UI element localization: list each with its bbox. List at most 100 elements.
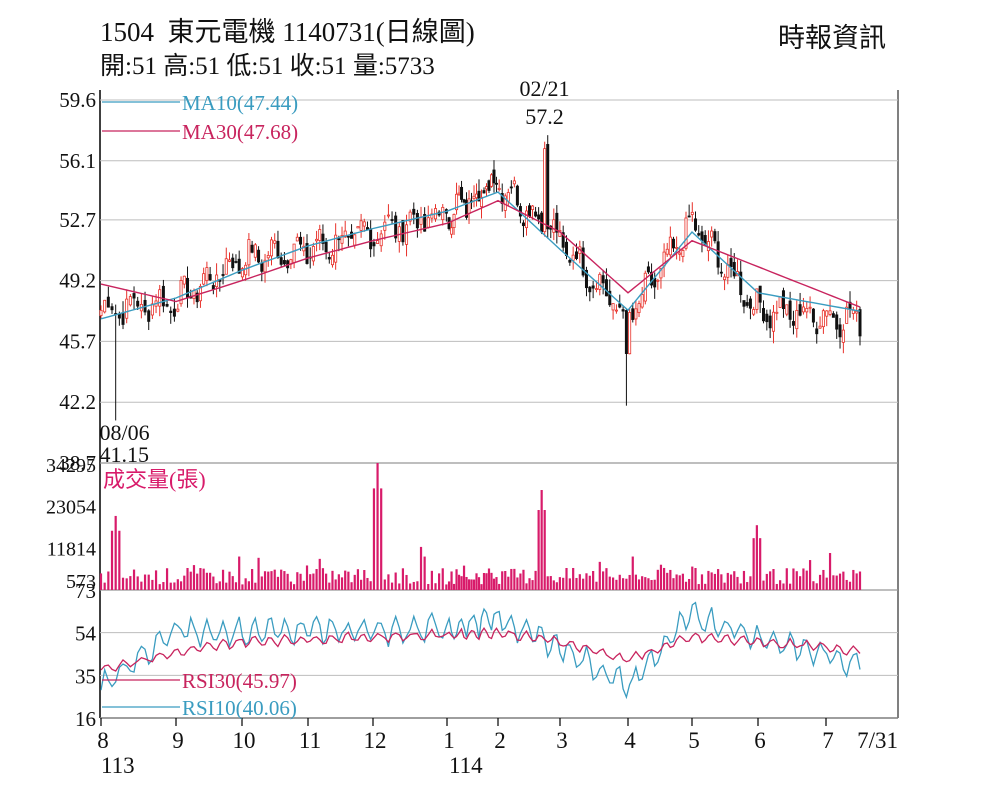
volume-bar	[380, 488, 383, 590]
volume-bar	[842, 571, 845, 590]
volume-bar	[729, 574, 733, 590]
volume-bar	[835, 575, 838, 590]
volume-bar	[438, 573, 441, 590]
candle-body	[637, 303, 641, 313]
stock-title: 1504 東元電機 1140731(日線圖)	[100, 10, 475, 49]
volume-bar	[416, 581, 419, 590]
candle-body	[512, 180, 516, 185]
volume-bar	[452, 583, 456, 590]
volume-bar	[720, 574, 723, 590]
low-annotation-date: 08/06	[100, 420, 150, 445]
candle-body	[537, 214, 541, 220]
candle-body	[182, 275, 186, 285]
candle-body	[739, 271, 743, 296]
candle-body	[781, 290, 785, 310]
candle-body	[614, 309, 618, 312]
candle-body	[176, 308, 180, 312]
volume-bar	[186, 567, 189, 590]
volume-bar	[707, 570, 710, 590]
candle-body	[732, 261, 736, 277]
candle-body	[543, 148, 547, 233]
volume-bar	[653, 579, 656, 590]
candle-body	[121, 312, 125, 325]
volume-bar	[549, 576, 552, 590]
x-tick-label: 12	[364, 728, 387, 753]
volume-bar	[183, 575, 186, 590]
candle-body	[687, 215, 691, 218]
high-annotation-value: 57.2	[525, 104, 564, 129]
volume-bar	[423, 556, 426, 590]
volume-bar	[540, 490, 543, 590]
volume-bar	[555, 582, 558, 590]
candle-body	[408, 211, 412, 222]
volume-bar	[802, 568, 805, 590]
candle-body	[480, 196, 484, 208]
volume-bar	[209, 572, 212, 590]
price-tick-label: 56.1	[59, 149, 96, 173]
volume-bar	[691, 566, 694, 590]
candle-body	[250, 244, 254, 253]
candle-body	[594, 288, 598, 291]
candle-body	[798, 304, 802, 316]
volume-bar	[739, 583, 742, 590]
candle-body	[423, 214, 427, 232]
volume-bar	[192, 565, 196, 590]
volume-bar	[125, 578, 128, 590]
volume-bar	[582, 578, 585, 590]
candle-body	[568, 259, 572, 263]
volume-bar	[618, 574, 621, 590]
volume-bar	[331, 570, 334, 590]
rsi30-line	[100, 627, 861, 672]
candle-body	[795, 310, 799, 330]
candle-body	[552, 219, 556, 233]
volume-bar	[528, 578, 531, 590]
candle-body	[684, 217, 688, 249]
volume-bar	[462, 565, 466, 590]
volume-bar	[470, 579, 473, 590]
volume-bar	[611, 577, 615, 590]
candle-body	[713, 231, 717, 242]
volume-bar	[697, 584, 700, 590]
candle-body	[748, 298, 752, 309]
candle-body	[477, 190, 481, 202]
volume-value: 量:5733	[352, 53, 435, 80]
candle-body	[546, 144, 550, 230]
candle-body	[761, 308, 765, 322]
candle-body	[295, 236, 299, 242]
candle-body	[415, 213, 419, 229]
volume-bar	[412, 581, 415, 590]
volume-bar	[283, 571, 286, 590]
volume-bar	[401, 568, 405, 590]
volume-bar	[775, 583, 778, 590]
candle-body	[521, 222, 525, 227]
candle-body	[257, 249, 261, 263]
candle-body	[745, 302, 749, 306]
candle-body	[379, 233, 383, 247]
volume-bar	[179, 581, 183, 590]
close-value: 收:51	[289, 53, 347, 80]
volume-bar	[650, 580, 653, 590]
candle-body	[390, 219, 394, 221]
volume-bar	[628, 574, 631, 590]
candle-body	[472, 195, 476, 199]
volume-bar	[199, 568, 202, 590]
volume-bar	[260, 576, 263, 590]
volume-bar	[176, 579, 179, 590]
volume-bar	[641, 576, 644, 590]
candle-body	[372, 242, 376, 247]
candle-body	[765, 313, 769, 323]
volume-bar	[405, 574, 408, 590]
candle-body	[450, 227, 454, 235]
candle-body	[202, 273, 206, 285]
candle-body	[359, 220, 363, 231]
candle-body	[318, 229, 322, 241]
volume-bar	[822, 569, 825, 590]
volume-bar	[286, 573, 289, 590]
candle-body	[671, 238, 675, 249]
price-tick-label: 49.2	[59, 269, 96, 293]
volume-bar	[129, 576, 132, 590]
candle-body	[855, 310, 859, 314]
volume-bar	[785, 568, 788, 590]
x-tick-label: 2	[494, 728, 506, 753]
candle-body	[805, 308, 809, 313]
